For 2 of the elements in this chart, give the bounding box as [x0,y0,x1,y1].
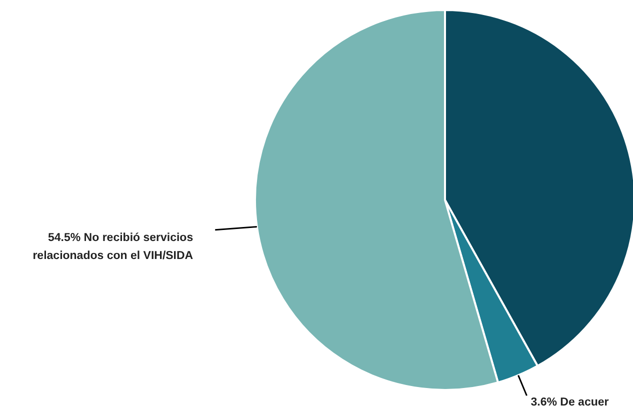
slice-label: 54.5% No recibió servicios relacionados con el VIH/SIDA [32,232,194,262]
slice-label: 3.6% De acuer [530,396,610,409]
